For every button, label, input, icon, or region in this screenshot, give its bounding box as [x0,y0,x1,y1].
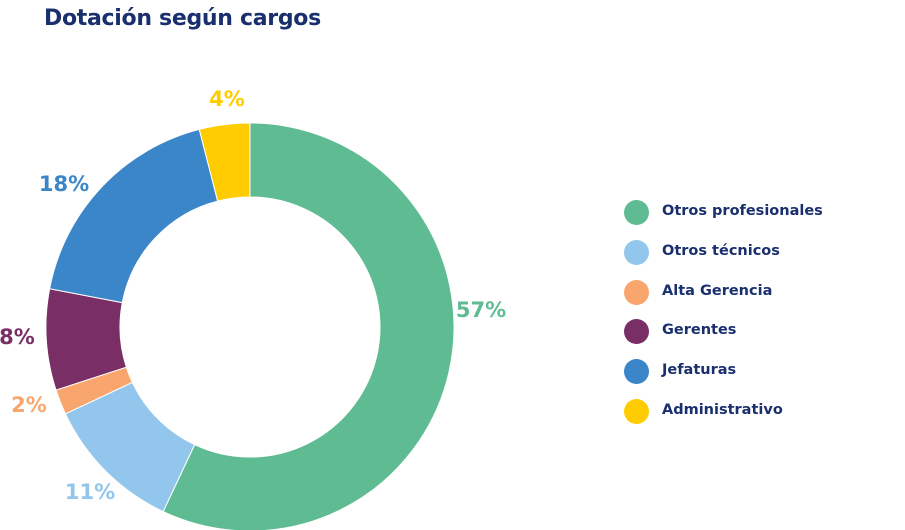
slice-otros-profesionales [162,122,455,530]
percent-label-otros-profesionales: 57% [456,298,506,322]
percent-label-alta-gerencia: 2% [11,393,47,417]
legend-label: Administrativo [662,401,783,418]
donut-slices [45,122,455,530]
legend-swatch [624,200,649,225]
percent-labels: 57% 11% 2% 8% 18% 4% [0,87,506,504]
legend-label: Alta Gerencia [662,282,773,299]
legend-label: Otros profesionales [662,203,823,219]
slice-administrativo [198,122,251,202]
percent-label-gerentes: 8% [0,325,35,349]
slice-jefaturas [49,128,219,304]
chart-title: Dotación según cargos [44,6,321,31]
percent-label-administrativo: 4% [209,87,245,111]
legend-swatch [624,398,649,424]
legend-label: Jefaturas [662,362,737,379]
legend-swatch [624,359,649,385]
legend-swatch [624,239,649,265]
percent-label-otros-tecnicos: 11% [65,480,115,504]
legend-swatch [624,319,649,345]
legend-swatch [624,279,649,305]
legend-label: Otros técnicos [662,242,780,259]
percent-label-jefaturas: 18% [39,172,89,196]
legend-label: Gerentes [662,322,737,339]
